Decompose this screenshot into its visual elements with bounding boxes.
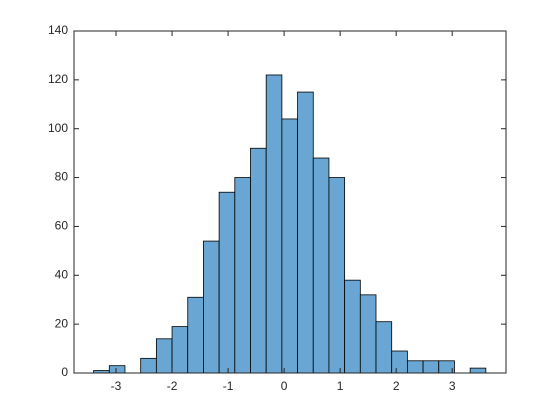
- bar: [422, 360, 440, 374]
- bar: [140, 357, 157, 374]
- y-tick-label: 60: [55, 219, 69, 233]
- y-tick-label: 80: [55, 170, 69, 184]
- y-tick-label: 0: [61, 365, 68, 379]
- bar: [359, 294, 377, 374]
- axes-box: [73, 30, 507, 374]
- x-tick-label: 2: [393, 379, 400, 393]
- bar: [265, 74, 283, 374]
- x-tick-label: -1: [223, 379, 234, 393]
- bar: [312, 157, 330, 374]
- bar: [108, 365, 126, 374]
- bar: [218, 191, 236, 374]
- bar: [281, 118, 298, 374]
- x-tick-label: 3: [449, 379, 456, 393]
- bar: [155, 338, 173, 374]
- y-tick-label: 120: [48, 72, 68, 86]
- bar: [250, 147, 267, 374]
- x-tick-label: -3: [111, 379, 122, 393]
- y-tick-label: 40: [55, 267, 69, 281]
- x-tick-label: -2: [167, 379, 178, 393]
- x-tick-label: 0: [281, 379, 288, 393]
- bar: [406, 360, 424, 374]
- bar: [328, 177, 346, 374]
- bar: [375, 321, 393, 374]
- y-tick-label: 20: [55, 316, 69, 330]
- bar: [344, 279, 361, 374]
- bar: [391, 350, 408, 374]
- x-tick-label: 1: [337, 379, 344, 393]
- bar: [187, 296, 204, 374]
- bar: [469, 367, 487, 374]
- bar: [297, 91, 314, 374]
- bar: [203, 240, 220, 374]
- bar: [234, 177, 251, 374]
- bar: [171, 326, 189, 374]
- y-tick-label: 100: [48, 121, 68, 135]
- y-tick-label: 140: [48, 23, 68, 37]
